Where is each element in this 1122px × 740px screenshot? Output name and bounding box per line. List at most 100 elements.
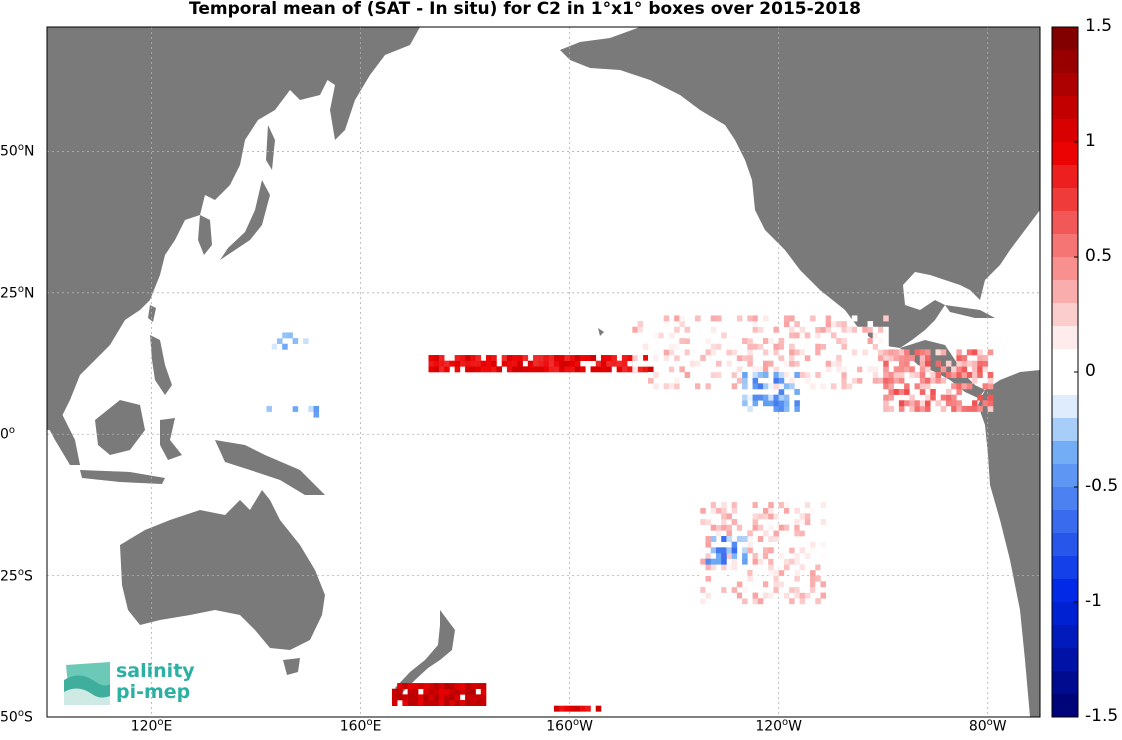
- data-cell: [710, 530, 717, 537]
- data-cell: [569, 366, 576, 373]
- data-cell: [512, 355, 518, 361]
- data-cell: [789, 581, 795, 588]
- data-cell: [752, 394, 759, 401]
- data-cell: [836, 355, 842, 361]
- data-cell: [789, 343, 795, 350]
- data-cell: [736, 349, 743, 356]
- data-cell: [668, 332, 675, 339]
- data-cell: [872, 360, 879, 367]
- colorbar-tick-label: -1.5: [1085, 706, 1119, 726]
- land-asia: [47, 27, 360, 430]
- data-cell: [982, 355, 989, 361]
- data-cell: [475, 355, 482, 361]
- data-cell: [945, 394, 952, 401]
- data-cell: [909, 372, 915, 378]
- data-cell: [794, 372, 800, 378]
- colorbar-step: [1052, 188, 1078, 212]
- data-cell: [736, 575, 743, 582]
- data-cell: [715, 530, 722, 537]
- data-cell: [726, 360, 732, 367]
- data-cell: [705, 564, 712, 571]
- data-cell: [836, 360, 842, 367]
- data-cell: [731, 569, 738, 576]
- land-sakhalin: [266, 125, 275, 170]
- data-cell: [763, 552, 769, 559]
- data-cell: [883, 360, 889, 367]
- data-cell: [877, 332, 884, 339]
- data-cell: [559, 705, 565, 712]
- data-cell: [580, 705, 586, 712]
- data-cell: [956, 400, 962, 407]
- data-cell: [747, 343, 753, 350]
- data-cell: [606, 355, 612, 361]
- data-cell: [945, 388, 952, 395]
- data-cell: [768, 343, 774, 350]
- data-cell: [904, 355, 910, 361]
- data-cell: [956, 349, 962, 356]
- colorbar-step: [1052, 556, 1078, 580]
- data-cell: [925, 366, 931, 373]
- data-cell: [857, 377, 863, 384]
- data-cell: [773, 400, 779, 407]
- data-cell: [794, 332, 800, 339]
- data-cell: [715, 377, 722, 384]
- land-korea: [198, 215, 212, 255]
- data-cell: [308, 405, 314, 412]
- data-cell: [668, 326, 675, 333]
- data-cell: [773, 372, 779, 378]
- data-cell: [715, 315, 722, 322]
- data-cell: [763, 366, 769, 373]
- data-cell: [783, 502, 790, 509]
- data-cell: [778, 355, 785, 361]
- data-cell: [705, 338, 712, 345]
- data-cell: [695, 315, 701, 322]
- data-cell: [789, 360, 795, 367]
- data-cell: [841, 343, 847, 350]
- data-cell: [820, 326, 827, 333]
- data-cell: [736, 541, 743, 548]
- data-cell: [449, 688, 455, 695]
- data-cell: [945, 360, 952, 367]
- data-cell: [303, 400, 309, 407]
- data-cell: [705, 513, 712, 520]
- data-cell: [266, 405, 273, 412]
- data-cell: [794, 530, 800, 537]
- data-cell: [470, 700, 476, 706]
- data-cell: [710, 383, 717, 390]
- data-cell: [789, 315, 795, 322]
- data-cell: [851, 355, 858, 361]
- data-cell: [956, 366, 962, 373]
- data-cell: [825, 326, 832, 333]
- data-cell: [465, 694, 471, 701]
- land-north-america: [560, 27, 1040, 348]
- data-cell: [433, 700, 440, 706]
- colorbar-step: [1052, 487, 1078, 511]
- data-cell: [663, 315, 670, 322]
- data-cell: [574, 355, 581, 361]
- data-cell: [919, 366, 926, 373]
- lat-tick-label: 50oS: [0, 708, 33, 726]
- data-cell: [783, 405, 790, 412]
- data-cell: [648, 355, 654, 361]
- data-cell: [904, 349, 910, 356]
- data-cell: [721, 519, 727, 526]
- data-cell: [715, 519, 722, 526]
- data-cell: [778, 349, 785, 356]
- data-cell: [930, 394, 936, 401]
- logo-text-line1: salinity: [116, 660, 195, 682]
- data-cell: [642, 355, 649, 361]
- data-cell: [904, 400, 910, 407]
- data-cell: [757, 321, 764, 328]
- data-cell: [454, 683, 461, 690]
- colorbar-step: [1052, 50, 1078, 74]
- data-cell: [433, 366, 440, 373]
- data-cell: [940, 349, 947, 356]
- data-cell: [731, 502, 738, 509]
- data-cell: [862, 338, 868, 345]
- data-cell: [313, 411, 320, 418]
- data-cell: [935, 360, 941, 367]
- data-cell: [846, 383, 853, 390]
- data-cell: [595, 705, 602, 712]
- data-cell: [684, 332, 691, 339]
